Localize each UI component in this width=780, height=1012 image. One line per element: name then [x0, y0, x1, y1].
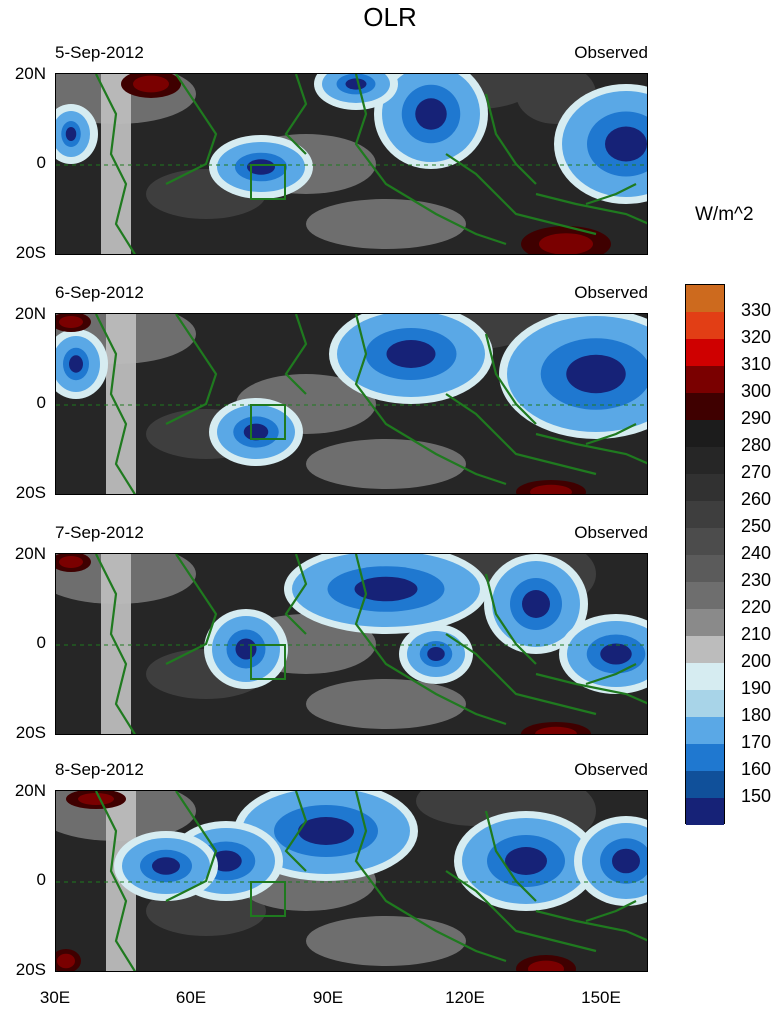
olr-map-panel: [55, 553, 648, 735]
olr-map-panel: [55, 790, 648, 972]
lon-label-30e: 30E: [39, 988, 71, 1007]
colorbar-segment: [686, 636, 724, 663]
panel-date-label: 6-Sep-2012: [55, 283, 144, 302]
colorbar-segment: [686, 501, 724, 528]
panel-date-label: 8-Sep-2012: [55, 760, 144, 779]
colorbar-level-label: 150: [741, 786, 772, 806]
colorbar-level-label: 270: [741, 462, 772, 482]
colorbar-level-label: 280: [741, 435, 772, 455]
colorbar-segment: [686, 312, 724, 339]
colorbar-units: W/m^2: [695, 204, 754, 225]
lat-label: 20N: [14, 781, 46, 800]
colorbar-level-label: 320: [741, 327, 772, 347]
lat-label: 20N: [14, 64, 46, 83]
colorbar-level-label: 190: [741, 678, 772, 698]
colorbar-segment: [686, 474, 724, 501]
colorbar-segment: [686, 609, 724, 636]
panel-source-label: Observed: [574, 283, 648, 302]
colorbar-level-label: 180: [741, 705, 772, 725]
lat-label: 20S: [15, 243, 46, 262]
panel-source-label: Observed: [574, 760, 648, 779]
colorbar-segment: [686, 339, 724, 366]
colorbar-segment: [686, 717, 724, 744]
colorbar-segment: [686, 393, 724, 420]
colorbar-segment: [686, 528, 724, 555]
lon-label-120e: 120E: [445, 988, 485, 1007]
olr-map-panel: [55, 313, 648, 495]
colorbar-segment: [686, 582, 724, 609]
figure-title: OLR: [363, 2, 417, 32]
panel-source-label: Observed: [574, 43, 648, 62]
lat-label: 0: [36, 153, 46, 172]
colorbar-segment: [686, 366, 724, 393]
lat-label: 0: [36, 870, 46, 889]
colorbar-level-label: 220: [741, 597, 772, 617]
colorbar-level-label: 170: [741, 732, 772, 752]
panel-date-label: 5-Sep-2012: [55, 43, 144, 62]
colorbar: [685, 284, 725, 825]
colorbar-segment: [686, 771, 724, 798]
lat-label: 20N: [14, 544, 46, 563]
lat-label: 0: [36, 393, 46, 412]
colorbar-level-label: 240: [741, 543, 772, 563]
olr-map-panel: [55, 73, 648, 255]
colorbar-level-label: 330: [741, 300, 772, 320]
lon-label-150e: 150E: [581, 988, 621, 1007]
colorbar-segment: [686, 663, 724, 690]
colorbar-segment: [686, 555, 724, 582]
colorbar-level-label: 260: [741, 489, 772, 509]
colorbar-level-label: 290: [741, 408, 772, 428]
colorbar-segment: [686, 690, 724, 717]
colorbar-level-label: 230: [741, 570, 772, 590]
lat-label: 20S: [15, 483, 46, 502]
colorbar-level-label: 310: [741, 354, 772, 374]
colorbar-level-label: 160: [741, 759, 772, 779]
colorbar-segment: [686, 447, 724, 474]
lon-label-90e: 90E: [312, 988, 344, 1007]
lat-label: 0: [36, 633, 46, 652]
panel-date-label: 7-Sep-2012: [55, 523, 144, 542]
colorbar-level-label: 300: [741, 381, 772, 401]
colorbar-segment: [686, 744, 724, 771]
lat-label: 20N: [14, 304, 46, 323]
colorbar-segment: [686, 420, 724, 447]
colorbar-level-label: 210: [741, 624, 772, 644]
colorbar-segment: [686, 285, 724, 312]
panel-source-label: Observed: [574, 523, 648, 542]
lon-label-60e: 60E: [175, 988, 207, 1007]
colorbar-level-label: 200: [741, 651, 772, 671]
colorbar-segment: [686, 798, 724, 825]
lat-label: 20S: [15, 960, 46, 979]
lat-label: 20S: [15, 723, 46, 742]
colorbar-level-label: 250: [741, 516, 772, 536]
